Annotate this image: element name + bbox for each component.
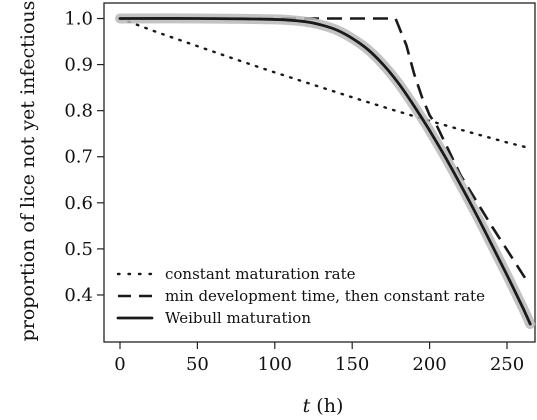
- series-line-2: [120, 17, 527, 280]
- y-tick-label: 0.8: [64, 101, 93, 122]
- legend-label-2: min development time, then constant rate: [165, 287, 485, 305]
- y-tick-label: 0.9: [64, 55, 93, 76]
- x-tick-label: 250: [490, 354, 524, 375]
- y-tick-label: 0.6: [64, 193, 93, 214]
- y-tick-label: 1.0: [64, 9, 93, 30]
- x-tick-label: 200: [412, 354, 446, 375]
- series-line-3: [118, 17, 532, 326]
- x-axis-label-italic: t: [303, 395, 311, 417]
- x-axis-label-rest: (h): [310, 395, 343, 417]
- plot-area: [103, 2, 536, 343]
- x-tick-label: 50: [186, 354, 209, 375]
- x-axis-label: t (h): [303, 395, 344, 417]
- x-tick-label: 150: [335, 354, 369, 375]
- y-tick-label: 0.7: [64, 147, 93, 168]
- series-line-1: [118, 17, 527, 149]
- x-tick-label: 100: [258, 354, 292, 375]
- legend: constant maturation rate min development …: [116, 265, 485, 327]
- legend-label-3: Weibull maturation: [165, 309, 311, 327]
- x-tick-label: 0: [114, 354, 125, 375]
- y-axis-label: proportion of lice not yet infectious: [17, 1, 39, 342]
- x-axis: 0 50 100 150 200 250: [114, 342, 524, 375]
- legend-label-1: constant maturation rate: [165, 265, 356, 283]
- plot-frame: [103, 2, 536, 343]
- y-tick-label: 0.4: [64, 285, 93, 306]
- y-axis: 0.4 0.5 0.6 0.7 0.8 0.9 1.0: [64, 9, 104, 306]
- y-tick-label: 0.5: [64, 239, 93, 260]
